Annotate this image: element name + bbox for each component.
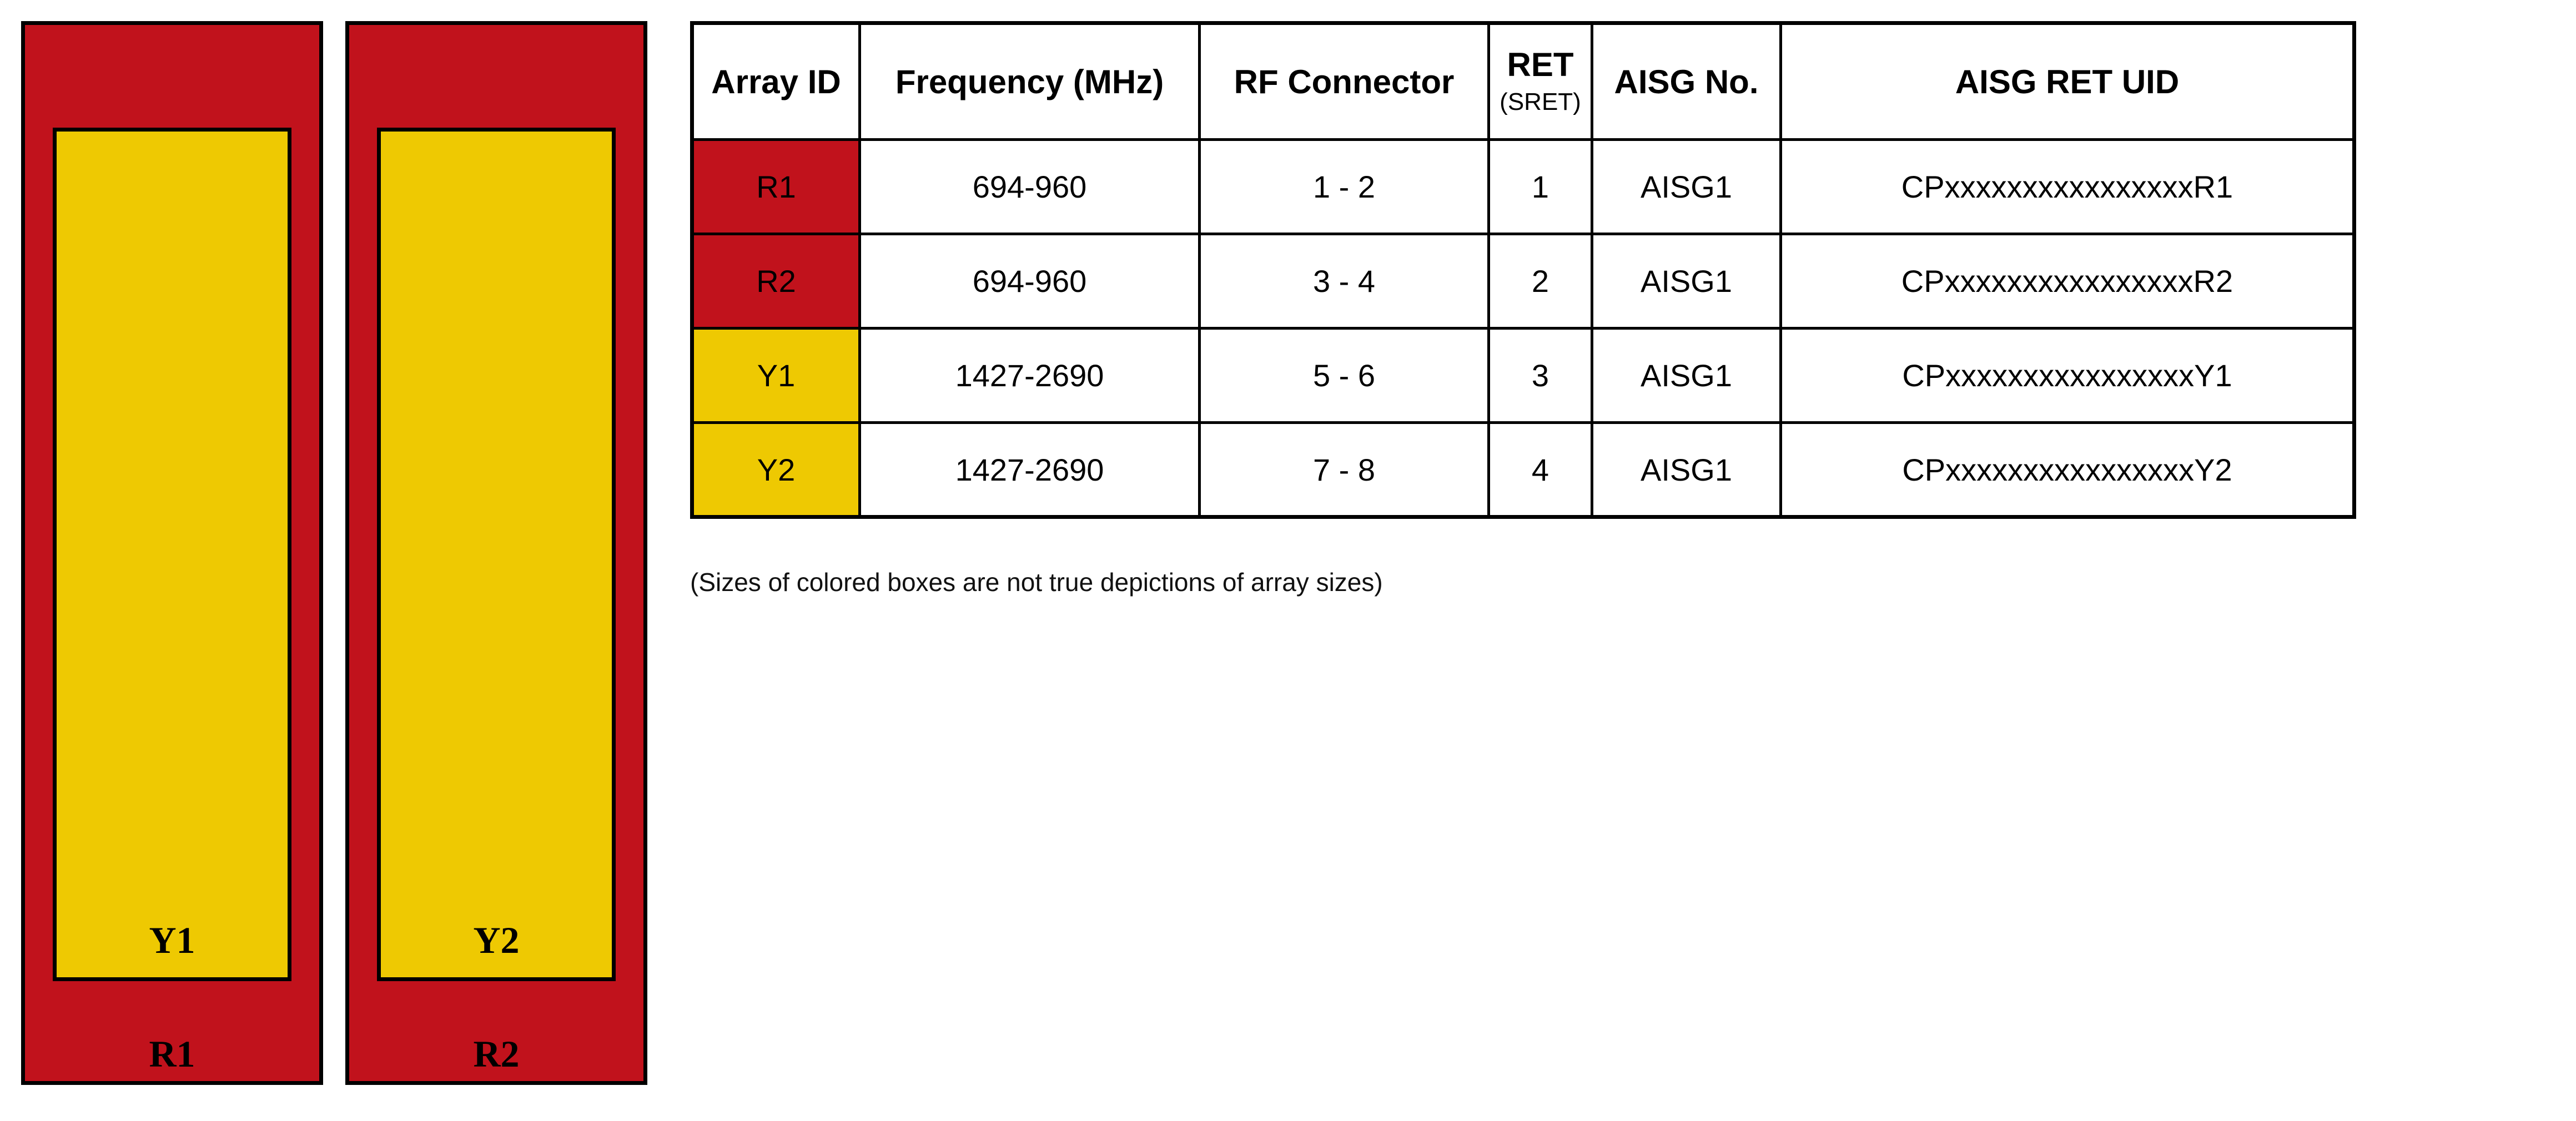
table-row: Y1 1427-2690 5 - 6 3 AISG1 CPxxxxxxxxxxx…	[691, 327, 2356, 424]
panel-label-r1: R1	[149, 1033, 195, 1075]
cell-aisg-no: AISG1	[1591, 138, 1782, 235]
antenna-panel-r2: Y2 R2	[345, 21, 647, 1085]
table-row: Y2 1427-2690 7 - 8 4 AISG1 CPxxxxxxxxxxx…	[691, 421, 2356, 518]
cell-aisg-ret-uid: CPxxxxxxxxxxxxxxxxR1	[1779, 138, 2356, 235]
cell-ret: 3	[1487, 327, 1593, 424]
header-ret-label: RET	[1507, 46, 1574, 83]
cell-array-id: Y1	[691, 327, 861, 424]
cell-frequency: 1427-2690	[858, 327, 1201, 424]
cell-aisg-no: AISG1	[1591, 421, 1782, 518]
cell-ret: 4	[1487, 421, 1593, 518]
cell-rf-connector: 5 - 6	[1198, 327, 1490, 424]
header-frequency: Frequency (MHz)	[858, 22, 1201, 141]
array-box-y1: Y1	[53, 128, 291, 981]
cell-rf-connector: 3 - 4	[1198, 233, 1490, 330]
cell-frequency: 694-960	[858, 233, 1201, 330]
size-disclaimer-note: (Sizes of colored boxes are not true dep…	[690, 568, 1383, 597]
cell-array-id: R1	[691, 138, 861, 235]
cell-ret: 2	[1487, 233, 1593, 330]
cell-aisg-ret-uid: CPxxxxxxxxxxxxxxxxR2	[1779, 233, 2356, 330]
cell-aisg-ret-uid: CPxxxxxxxxxxxxxxxxY1	[1779, 327, 2356, 424]
cell-rf-connector: 1 - 2	[1198, 138, 1490, 235]
panel-label-r2: R2	[473, 1033, 520, 1075]
header-aisg-no: AISG No.	[1591, 22, 1782, 141]
cell-ret: 1	[1487, 138, 1593, 235]
header-array-id: Array ID	[691, 22, 861, 141]
table-row: R1 694-960 1 - 2 1 AISG1 CPxxxxxxxxxxxxx…	[691, 138, 2356, 235]
table-header-row: Array ID Frequency (MHz) RF Connector RE…	[691, 22, 2356, 141]
cell-aisg-no: AISG1	[1591, 233, 1782, 330]
cell-frequency: 694-960	[858, 138, 1201, 235]
array-spec-table: Array ID Frequency (MHz) RF Connector RE…	[690, 21, 2356, 519]
cell-aisg-no: AISG1	[1591, 327, 1782, 424]
header-sret-label: (SRET)	[1500, 88, 1581, 115]
cell-array-id: R2	[691, 233, 861, 330]
cell-aisg-ret-uid: CPxxxxxxxxxxxxxxxxY2	[1779, 421, 2356, 518]
header-rf-connector: RF Connector	[1198, 22, 1490, 141]
header-ret: RET (SRET)	[1487, 22, 1593, 141]
array-label-y1: Y1	[149, 919, 195, 961]
cell-rf-connector: 7 - 8	[1198, 421, 1490, 518]
cell-frequency: 1427-2690	[858, 421, 1201, 518]
antenna-panel-r1: Y1 R1	[21, 21, 323, 1085]
array-label-y2: Y2	[473, 919, 520, 961]
header-aisg-ret-uid: AISG RET UID	[1779, 22, 2356, 141]
cell-array-id: Y2	[691, 421, 861, 518]
table-row: R2 694-960 3 - 4 2 AISG1 CPxxxxxxxxxxxxx…	[691, 233, 2356, 330]
array-box-y2: Y2	[377, 128, 616, 981]
